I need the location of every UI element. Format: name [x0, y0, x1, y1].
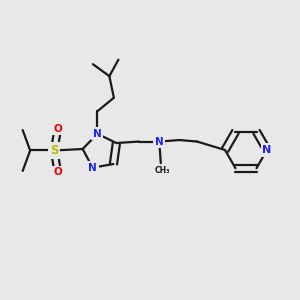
- Text: CH₃: CH₃: [154, 166, 170, 175]
- Text: S: S: [50, 144, 58, 157]
- Text: N: N: [155, 136, 164, 146]
- Text: O: O: [53, 124, 62, 134]
- Text: O: O: [53, 167, 62, 177]
- Text: N: N: [93, 129, 102, 139]
- Text: N: N: [88, 163, 97, 173]
- Text: N: N: [262, 145, 272, 155]
